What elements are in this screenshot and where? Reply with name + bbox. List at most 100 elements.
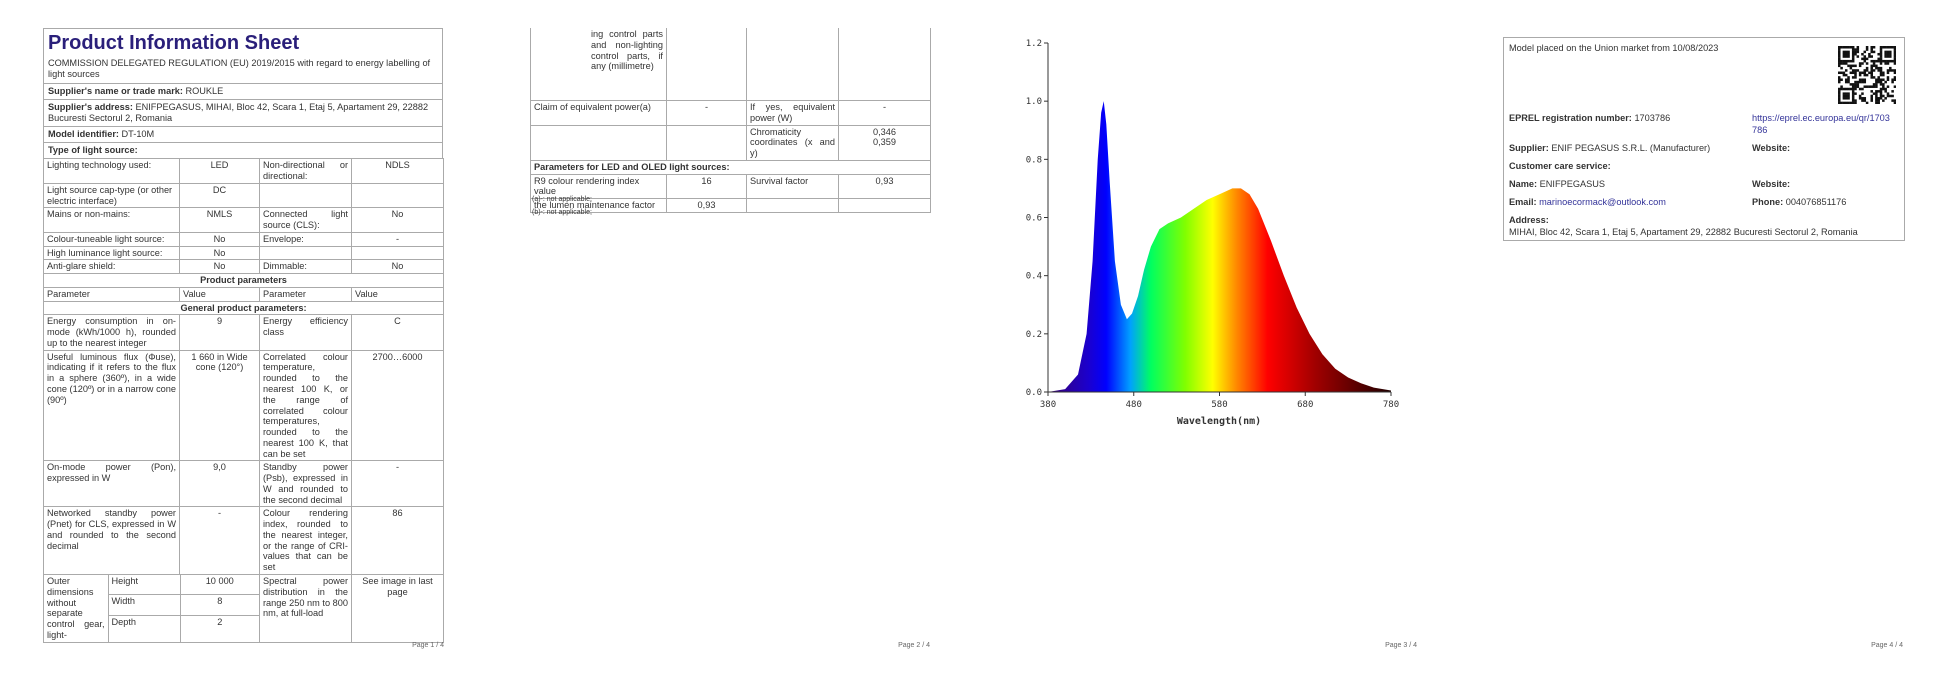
- label: Website:: [1752, 179, 1791, 189]
- qr-module: [1870, 59, 1873, 63]
- qr-module: [1838, 92, 1841, 95]
- qr-module: [1893, 62, 1896, 65]
- qr-module: [1877, 59, 1880, 63]
- qr-module: [1844, 55, 1848, 58]
- qr-module: [1875, 66, 1878, 70]
- qr-module: [1879, 52, 1883, 56]
- qr-module: [1838, 46, 1841, 49]
- qr-module: [1882, 83, 1885, 86]
- table: ing control parts and non-lighting contr…: [530, 28, 931, 213]
- qr-module: [1875, 80, 1878, 84]
- qr-module: [1854, 80, 1857, 84]
- qr-module: [1854, 101, 1857, 104]
- qr-module: [1856, 85, 1860, 88]
- qr-module: [1851, 87, 1855, 91]
- qr-module: [1875, 99, 1878, 102]
- label: Supplier's name or trade mark:: [48, 86, 183, 97]
- dimension-table: Outer dimensions without separate contro…: [44, 575, 259, 642]
- qr-module: [1884, 46, 1887, 49]
- qr-module: [1854, 83, 1857, 86]
- qr-module: [1851, 55, 1855, 58]
- qr-module: [1856, 80, 1860, 84]
- label-box: Model placed on the Union market from 10…: [1503, 37, 1905, 241]
- qr-module: [1838, 87, 1841, 91]
- x-tick-label: 380: [1040, 400, 1056, 410]
- qr-module: [1879, 94, 1883, 98]
- qr-module: [1851, 92, 1855, 95]
- cell: No: [351, 259, 444, 275]
- qr-module: [1858, 80, 1862, 84]
- cell: Correlated colour temperature, rounded t…: [259, 349, 352, 462]
- y-tick-label: 1.2: [1026, 39, 1042, 49]
- cell: 9: [179, 314, 260, 351]
- qr-module: [1844, 59, 1848, 63]
- qr-module: [1838, 101, 1841, 104]
- qr-module: [1863, 59, 1867, 63]
- page-number: Page 4 / 4: [1871, 642, 1903, 649]
- cell: NMLS: [179, 207, 260, 233]
- qr-module: [1877, 80, 1880, 84]
- qr-module: [1863, 97, 1867, 100]
- value: 0,346: [873, 126, 896, 137]
- qr-module: [1870, 97, 1873, 100]
- eprel-link[interactable]: https://eprel.ec.europa.eu/qr/1703786: [1752, 113, 1890, 135]
- qr-module: [1893, 57, 1896, 61]
- qr-module: [1840, 62, 1843, 65]
- y-tick-label: 1.0: [1026, 97, 1042, 107]
- qr-module: [1884, 55, 1887, 58]
- qr-module: [1838, 48, 1841, 51]
- qr-module: [1858, 87, 1862, 91]
- qr-module: [1877, 90, 1880, 93]
- qr-module: [1872, 50, 1876, 54]
- qr-module: [1842, 52, 1846, 56]
- email-link[interactable]: marinoecormack@outlook.com: [1539, 197, 1666, 207]
- cell: [259, 182, 352, 209]
- qr-module: [1865, 62, 1869, 65]
- qr-module: [1870, 85, 1873, 88]
- qr-module: [1893, 101, 1896, 104]
- cell: No: [179, 259, 260, 275]
- cell: No: [179, 245, 260, 261]
- qr-module: [1838, 76, 1841, 79]
- label: Supplier:: [1509, 143, 1549, 153]
- qr-module: [1875, 85, 1878, 88]
- table: Lighting technology used: LED Non-directio…: [43, 158, 444, 643]
- qr-module: [1861, 99, 1864, 102]
- qr-module: [1838, 64, 1841, 68]
- qr-module: [1854, 48, 1857, 51]
- qr-module: [1842, 59, 1846, 63]
- qr-module: [1891, 69, 1894, 72]
- cell: 0,93: [666, 198, 747, 213]
- cell: R9 colour rendering index value: [530, 173, 667, 200]
- qr-module: [1858, 62, 1862, 65]
- qr-module: [1854, 92, 1857, 95]
- label: Phone:: [1752, 197, 1784, 207]
- qr-module: [1891, 59, 1894, 63]
- qr-module: [1884, 90, 1887, 93]
- qr-module: [1838, 99, 1841, 102]
- qr-module: [1847, 87, 1850, 91]
- qr-module: [1847, 78, 1850, 81]
- qr-module: [1863, 85, 1867, 88]
- qr-module: [1858, 73, 1862, 77]
- qr-module: [1851, 46, 1855, 49]
- qr-module: [1861, 92, 1864, 95]
- cell: 16: [666, 173, 747, 200]
- qr-module: [1849, 66, 1853, 70]
- qr-module: [1872, 59, 1876, 63]
- qr-module: [1854, 73, 1857, 77]
- cell: -: [351, 231, 444, 247]
- footnote: (b)-: not applicable;: [532, 208, 592, 216]
- qr-module: [1844, 50, 1848, 54]
- qr-module: [1893, 85, 1896, 88]
- qr-module: [1847, 80, 1850, 84]
- qr-module: [1851, 52, 1855, 56]
- cell: Depth: [108, 615, 181, 642]
- cell: Height: [108, 575, 181, 596]
- qr-module: [1870, 73, 1873, 77]
- qr-module: [1847, 94, 1850, 98]
- y-tick-label: 0.8: [1026, 155, 1042, 165]
- cell: 0,93: [838, 173, 931, 200]
- qr-module: [1875, 64, 1878, 68]
- qr-module: [1847, 52, 1850, 56]
